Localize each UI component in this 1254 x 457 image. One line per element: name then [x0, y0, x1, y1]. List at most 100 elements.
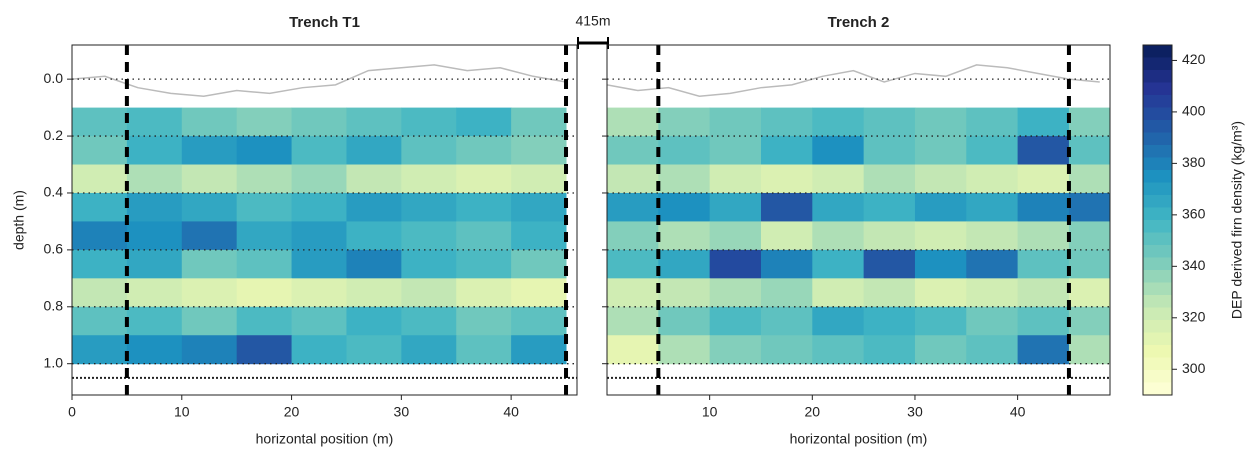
heat-cell	[126, 136, 183, 166]
heat-cell	[401, 164, 457, 194]
heat-cell	[126, 306, 183, 336]
heat-cell	[914, 136, 967, 166]
heat-cell	[812, 136, 865, 166]
heat-cell	[709, 107, 762, 137]
heat-cell	[658, 107, 711, 137]
colorbar-band	[1143, 295, 1172, 308]
colorbar-band	[1143, 220, 1172, 233]
heat-cell	[863, 107, 916, 137]
heat-cell	[236, 306, 293, 336]
heat-cell	[236, 278, 293, 308]
heat-cell	[709, 278, 762, 308]
heat-cell	[236, 221, 293, 251]
heat-cell	[72, 278, 128, 308]
heat-cell	[346, 335, 402, 365]
x-axis-label: horizontal position (m)	[790, 431, 928, 447]
heat-cell	[126, 107, 183, 137]
heat-cell	[709, 335, 762, 365]
heat-cell	[126, 164, 183, 194]
colorbar-band	[1143, 382, 1172, 396]
chart-title: Trench T1	[289, 14, 360, 31]
heat-cell	[863, 249, 916, 279]
heat-cell	[346, 136, 402, 166]
heat-cell	[1017, 136, 1070, 166]
heat-cell	[236, 335, 293, 365]
heat-cell	[511, 192, 567, 222]
heat-cell	[760, 107, 813, 137]
colorbar-band	[1143, 332, 1172, 346]
x-tick-label: 40	[503, 404, 519, 420]
heat-cell	[914, 164, 967, 194]
colorbar-tick-label: 380	[1182, 154, 1206, 170]
colorbar-frame	[1142, 44, 1173, 396]
heat-cell	[760, 136, 813, 166]
heat-cell	[966, 335, 1019, 365]
heat-cell	[812, 249, 865, 279]
heat-cell	[914, 192, 967, 222]
heat-cell	[709, 136, 762, 166]
heat-cell	[401, 278, 457, 308]
colorbar-band	[1143, 82, 1172, 96]
heat-cell	[966, 249, 1019, 279]
heat-cell	[1068, 306, 1110, 336]
y-tick-label: 0.6	[44, 241, 64, 257]
heat-cell	[966, 221, 1019, 251]
heat-cell	[181, 278, 238, 308]
heat-cell	[1068, 136, 1110, 166]
heat-cell	[401, 335, 457, 365]
heat-cell	[456, 192, 512, 222]
y-tick-label: 1.0	[44, 354, 64, 370]
colorbar-band	[1143, 282, 1172, 296]
heat-cell	[126, 221, 183, 251]
heat-cell	[812, 107, 865, 137]
heat-cell	[966, 278, 1019, 308]
heat-cell	[72, 306, 128, 336]
heat-cell	[760, 192, 813, 222]
heat-cell	[760, 221, 813, 251]
colorbar-band	[1143, 132, 1172, 146]
heat-cell	[291, 192, 347, 222]
heat-cell	[966, 192, 1019, 222]
heat-cell	[863, 136, 916, 166]
heat-cell	[181, 136, 238, 166]
heat-cell	[709, 249, 762, 279]
y-tick-label: 0.4	[44, 184, 64, 200]
heat-cell	[456, 335, 512, 365]
heat-cell	[863, 192, 916, 222]
x-axis-label: horizontal position (m)	[256, 431, 394, 447]
heat-cell	[291, 136, 347, 166]
heat-cell	[291, 249, 347, 279]
y-tick-label: 0.8	[44, 297, 64, 313]
heat-cell	[511, 221, 567, 251]
heat-cell	[181, 107, 238, 137]
heat-cell	[456, 249, 512, 279]
heat-cell	[812, 278, 865, 308]
heat-cell	[346, 107, 402, 137]
heat-cell	[607, 249, 659, 279]
colorbar-band	[1143, 207, 1172, 221]
heat-cell	[126, 278, 183, 308]
heat-cell	[658, 278, 711, 308]
heat-cell	[914, 278, 967, 308]
heat-cell	[291, 221, 347, 251]
colorbar-band	[1143, 182, 1172, 196]
colorbar-band	[1143, 95, 1172, 108]
x-tick-label: 10	[702, 404, 718, 420]
heat-cell	[291, 278, 347, 308]
x-tick-label: 20	[284, 404, 300, 420]
heat-cell	[291, 107, 347, 137]
heat-cell	[236, 164, 293, 194]
heat-cell	[863, 221, 916, 251]
heat-cell	[658, 192, 711, 222]
heat-cell	[1017, 107, 1070, 137]
heat-cell	[72, 107, 128, 137]
colorbar-band	[1143, 157, 1172, 171]
heat-cell	[511, 136, 567, 166]
colorbar-band	[1143, 107, 1172, 121]
heat-cell	[1068, 107, 1110, 137]
plot-frame	[606, 44, 1111, 396]
heat-cell	[760, 335, 813, 365]
heat-cell	[658, 249, 711, 279]
heat-cell	[1017, 306, 1070, 336]
heat-cell	[914, 335, 967, 365]
